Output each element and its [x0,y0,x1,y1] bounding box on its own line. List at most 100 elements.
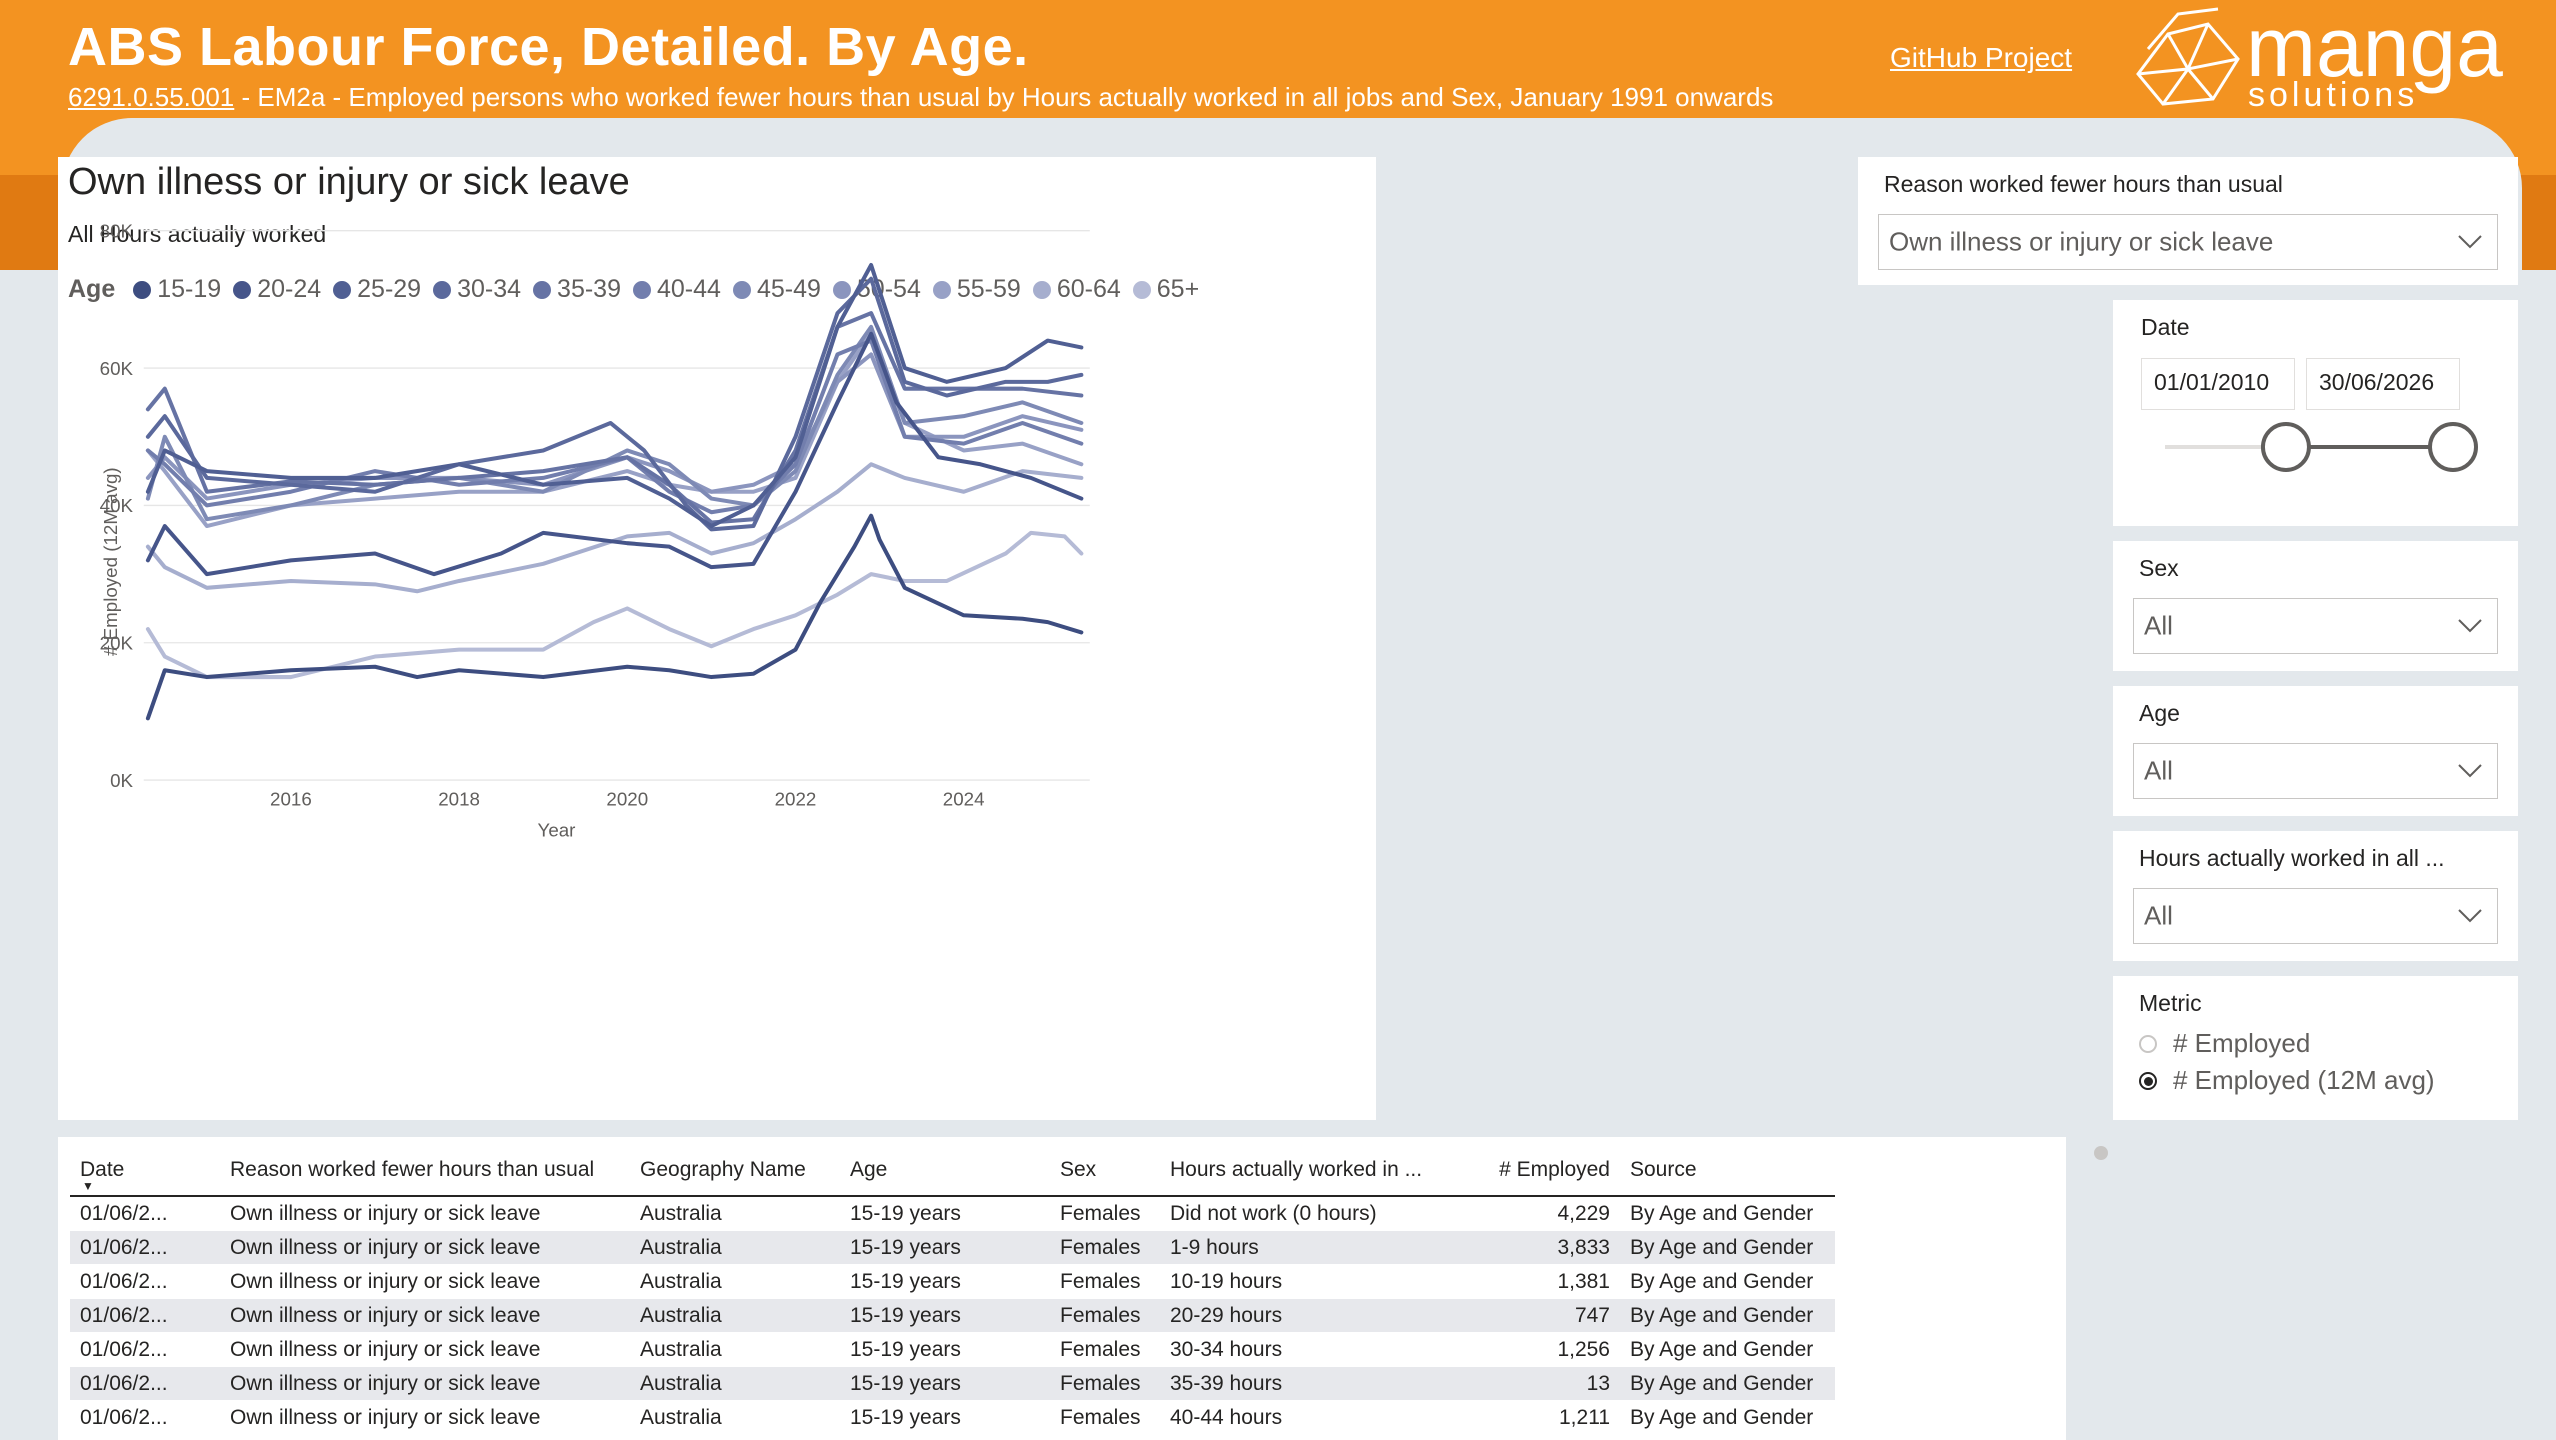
age-dropdown[interactable]: All [2133,743,2498,799]
logo-sub: solutions [2248,76,2418,114]
legend-label: 15-19 [157,275,222,303]
sex-dropdown-value: All [2144,610,2173,641]
catalogue-code-link[interactable]: 6291.0.55.001 [68,82,235,112]
table-cell: Australia [630,1366,840,1401]
x-tick-label: 2018 [438,789,480,810]
table-cell: 15-19 years [840,1366,1050,1401]
table-row[interactable]: 01/06/2... Own illness or injury or sick … [70,1332,1835,1367]
legend-dot-icon [633,280,651,299]
chevron-down-icon [2458,909,2482,923]
table-cell: 40-44 hours [1160,1400,1460,1435]
series-line-60-64 [145,462,1084,594]
table-cell: 15-19 years [840,1400,1050,1435]
column-header[interactable]: Reason worked fewer hours than usual [220,1145,630,1197]
table-cell: 10-19 hours [1160,1264,1460,1299]
table-row[interactable]: 01/06/2... Own illness or injury or sick … [70,1264,1835,1299]
table-cell: By Age and Gender [1620,1264,1835,1299]
table-cell: 1-9 hours [1160,1230,1460,1265]
legend-item[interactable]: 35-39 [533,275,621,304]
age-dropdown-value: All [2144,755,2173,786]
y-tick-label: 0K [110,770,133,791]
data-table: Date Reason worked fewer hours than usual… [70,1145,1835,1435]
legend-label: 25-29 [357,275,422,303]
reason-dropdown[interactable]: Own illness or injury or sick leave [1878,214,2498,270]
chart-legend: Age 15-19 20-24 25-29 30-34 35-39 40-44 45-49 5… [68,275,1211,304]
date-start-input[interactable]: 01/01/2010 [2141,358,2295,410]
table-cell: By Age and Gender [1620,1400,1835,1435]
column-header[interactable]: Sex [1050,1145,1160,1197]
legend-dot-icon [133,280,152,299]
chart-subtitle: All Hours actually worked [68,221,327,247]
table-cell: 747 [1460,1298,1620,1333]
column-header[interactable]: Date [70,1145,220,1197]
legend-label: 30-34 [457,275,522,303]
table-cell: 01/06/2... [70,1400,220,1435]
table-cell: By Age and Gender [1620,1298,1835,1333]
chevron-down-icon [2458,619,2482,633]
column-header[interactable]: Hours actually worked in ... [1160,1145,1460,1197]
legend-item[interactable]: 65+ [1132,275,1199,304]
date-slicer-label: Date [2141,314,2190,340]
table-cell: 1,381 [1460,1264,1620,1299]
legend-label: 20-24 [257,275,322,303]
table-cell: By Age and Gender [1620,1366,1835,1401]
legend-item[interactable]: 25-29 [333,275,421,304]
manga-solutions-logo: manga solutions [2136,4,2503,114]
series-line-45-49 [145,324,1084,522]
table-cell: 01/06/2... [70,1298,220,1333]
table-header-row: Date Reason worked fewer hours than usual… [70,1145,1835,1197]
table-cell: Females [1050,1196,1160,1231]
table-row[interactable]: 01/06/2... Own illness or injury or sick … [70,1366,1835,1401]
table-cell: 15-19 years [840,1196,1050,1231]
table-cell: 01/06/2... [70,1366,220,1401]
legend-item[interactable]: 20-24 [233,275,321,304]
legend-item[interactable]: 15-19 [133,275,221,304]
column-header[interactable]: Age [840,1145,1050,1197]
date-range-slider[interactable] [2113,412,2518,482]
table-cell: Own illness or injury or sick leave [220,1400,630,1435]
table-row[interactable]: 01/06/2... Own illness or injury or sick … [70,1298,1835,1333]
line-chart-visual[interactable]: Own illness or injury or sick leave All … [58,157,1376,1120]
chevron-down-icon [2458,235,2482,249]
column-header[interactable]: # Employed [1460,1145,1620,1197]
reason-slicer-label: Reason worked fewer hours than usual [1884,171,2283,197]
hours-dropdown[interactable]: All [2133,888,2498,944]
table-scrollbar[interactable] [2094,1146,2108,1160]
column-header[interactable]: Geography Name [630,1145,840,1197]
metric-option-employed[interactable]: # Employed [2139,1028,2310,1059]
metric-option-label: # Employed (12M avg) [2173,1065,2435,1095]
sort-descending-icon[interactable]: ▼ [82,1179,94,1193]
metric-option-employed-12m[interactable]: # Employed (12M avg) [2139,1065,2435,1096]
table-cell: 1,256 [1460,1332,1620,1367]
metric-slicer: Metric # Employed # Employed (12M avg) [2113,976,2518,1120]
logo-mark-icon [2136,7,2240,106]
table-cell: 15-19 years [840,1230,1050,1265]
legend-item[interactable]: 60-64 [1032,275,1121,304]
sex-dropdown[interactable]: All [2133,598,2498,654]
table-cell: 13 [1460,1366,1620,1401]
legend-dot-icon [932,280,951,299]
legend-item[interactable]: 30-34 [433,275,521,304]
legend-item[interactable]: 40-44 [633,275,721,304]
hours-dropdown-value: All [2144,900,2173,931]
table-cell: 3,833 [1460,1230,1620,1265]
table-row[interactable]: 01/06/2... Own illness or injury or sick … [70,1230,1835,1265]
table-row[interactable]: 01/06/2... Own illness or injury or sick … [70,1196,1835,1231]
legend-item[interactable]: 55-59 [932,275,1021,304]
table-row[interactable]: 01/06/2... Own illness or injury or sick … [70,1400,1835,1435]
age-slicer-label: Age [2139,700,2180,726]
logo-word: manga [2246,4,2503,94]
column-header[interactable]: Source [1620,1145,1835,1197]
table-cell: Australia [630,1298,840,1333]
legend-label: 35-39 [557,275,621,303]
github-project-link[interactable]: GitHub Project [1890,42,2073,73]
table-cell: 30-34 hours [1160,1332,1460,1367]
slider-start-handle [2260,422,2311,472]
date-slicer: Date 01/01/2010 30/06/2026 [2113,300,2518,526]
chart-title: Own illness or injury or sick leave [68,161,630,203]
date-end-input[interactable]: 30/06/2026 [2306,358,2460,410]
table-cell: Australia [630,1196,840,1231]
table-cell: Own illness or injury or sick leave [220,1298,630,1333]
series-line-55-59 [145,331,1084,529]
legend-item[interactable]: 45-49 [732,275,821,304]
